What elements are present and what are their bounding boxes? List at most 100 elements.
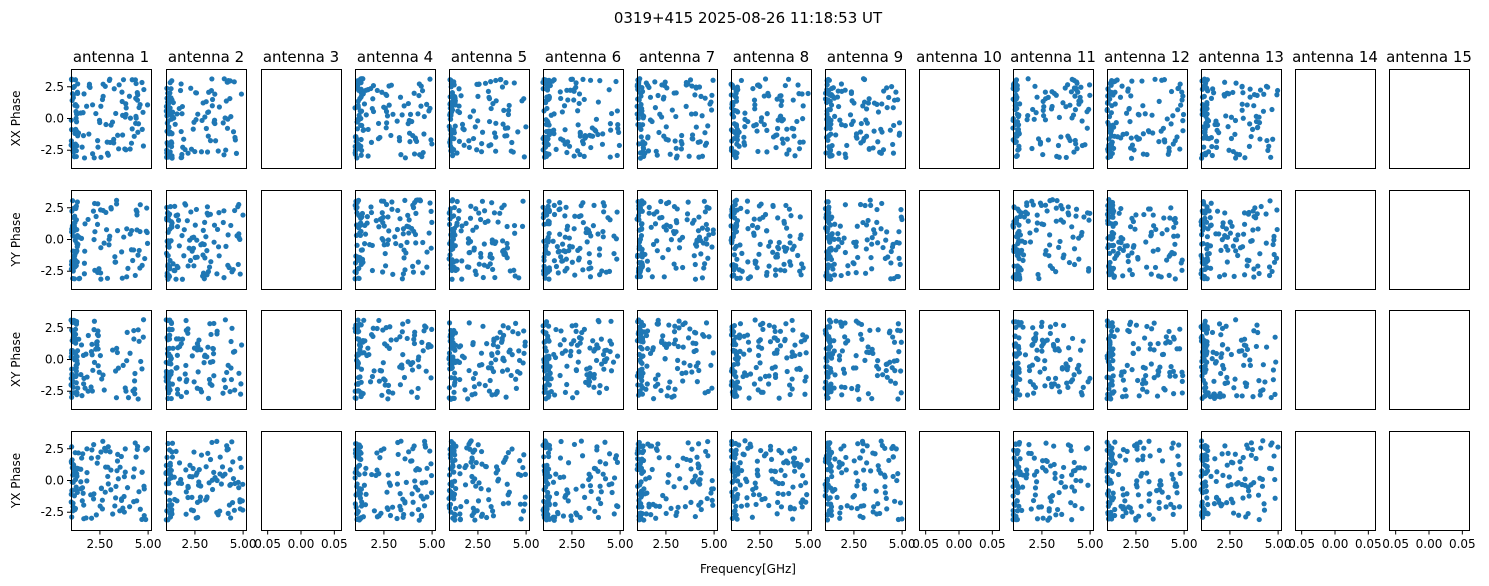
point [897,328,903,334]
point [545,381,551,387]
point [1142,365,1148,371]
point [74,358,80,364]
point [1079,142,1085,149]
point [481,208,488,214]
point [692,261,698,268]
panel-row2-antenna-3 [261,190,342,290]
point [449,482,455,489]
point [1156,98,1162,104]
point [599,268,605,274]
point [522,339,528,345]
point [1154,488,1160,494]
point [767,339,774,345]
point [802,391,808,397]
point [614,209,620,215]
point [1120,377,1126,383]
point [738,503,745,509]
point [167,257,173,264]
y-tick-label: 2.5 [45,80,64,94]
point [386,228,392,234]
point [413,210,419,216]
point [132,370,138,377]
point [374,325,380,332]
point [860,448,866,454]
point [113,483,119,490]
point [706,232,712,238]
point [447,451,453,457]
point [457,471,463,477]
point [853,270,859,276]
point [397,94,404,100]
point [355,508,361,515]
point [783,321,789,327]
point [361,317,367,323]
point [576,349,582,355]
point [166,502,172,509]
point [211,117,218,123]
point [1117,245,1123,252]
point [1180,111,1187,118]
point [470,505,476,511]
point [1146,491,1152,497]
point [166,212,172,219]
point [1056,154,1062,160]
point [194,341,201,347]
point [561,337,567,343]
point [752,102,758,108]
point [91,442,97,448]
point [198,452,205,458]
point [654,248,660,254]
point [700,332,706,338]
point [833,318,839,324]
point [1029,198,1035,204]
point [729,273,735,279]
point [1033,110,1039,116]
point [191,379,197,385]
x-tick-label: 2.50 [87,537,114,551]
point [468,203,474,209]
point [791,133,797,139]
point [399,276,405,282]
point [742,438,748,444]
point [541,339,547,345]
point [144,205,150,211]
point [88,515,95,521]
point [80,352,87,358]
point [428,472,435,479]
point [755,148,761,155]
point [169,454,176,460]
point [185,330,191,336]
point [92,200,98,207]
point [774,350,780,356]
point [164,454,170,460]
x-tick-label: 5.00 [889,537,916,551]
point [124,329,130,335]
point [841,235,847,241]
point [757,376,763,382]
point [591,371,597,378]
point [1042,383,1048,389]
point [229,500,236,506]
point [710,502,716,508]
point [652,221,659,227]
point [232,387,238,393]
panel-frame [355,310,436,410]
point [645,148,652,154]
panel-frame [1013,69,1094,169]
point [899,516,905,522]
point [493,391,499,397]
point [655,321,661,327]
point [452,96,458,102]
point [693,340,699,347]
point [548,388,554,395]
point [1168,88,1175,95]
point [1136,112,1142,118]
x-tick-label: 2.50 [371,537,398,551]
point [93,110,99,117]
point [782,268,788,274]
point [105,444,111,450]
point [493,98,499,104]
point [545,498,551,504]
point [131,466,137,472]
point [1133,517,1139,523]
